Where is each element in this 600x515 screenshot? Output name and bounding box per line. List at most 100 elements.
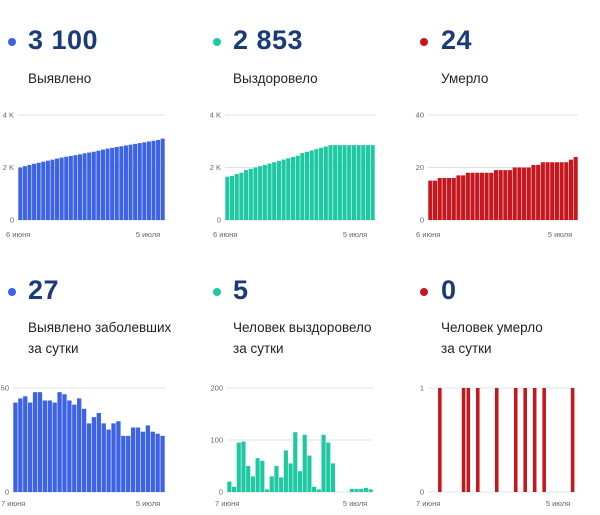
stat-label-line: Человек выздоровело <box>233 320 372 335</box>
bar <box>101 423 106 492</box>
bar <box>37 392 43 492</box>
series-dot-icon <box>213 288 221 296</box>
bar <box>72 404 77 492</box>
bar <box>87 152 92 220</box>
bar <box>550 162 555 220</box>
bar <box>570 388 575 492</box>
bar <box>542 388 546 492</box>
bar-chart: 0 20 40 6 июня 5 июля <box>416 111 578 239</box>
y-tick-label: 200 <box>210 384 223 393</box>
bar <box>250 476 255 492</box>
bar <box>461 388 466 492</box>
bar <box>461 175 466 220</box>
bar <box>297 471 303 492</box>
bar <box>466 388 471 492</box>
bar <box>342 145 347 220</box>
bar <box>559 162 564 220</box>
bar <box>288 463 293 492</box>
y-tick-label: 4 K <box>3 111 14 120</box>
x-tick-label-start: 6 июня <box>416 230 440 239</box>
bar <box>351 145 356 220</box>
bar <box>27 164 32 220</box>
bar <box>489 172 494 220</box>
bar <box>354 488 359 492</box>
bar <box>160 138 165 220</box>
bar <box>45 160 50 220</box>
bar <box>105 148 110 220</box>
x-tick-label-start: 7 июня <box>416 499 440 508</box>
bar <box>432 180 438 220</box>
bar <box>554 162 559 220</box>
bar <box>248 168 253 220</box>
bar <box>50 159 55 220</box>
bar <box>239 172 244 220</box>
bar <box>28 402 33 492</box>
bar <box>512 167 517 220</box>
bar <box>100 149 106 220</box>
bar <box>244 170 249 220</box>
bar <box>365 145 371 220</box>
bar <box>128 144 133 220</box>
bar <box>447 178 452 220</box>
y-tick-label: 0 <box>219 488 223 497</box>
panel-recovered-total: 2 853 Выздоровело 0 2 K 4 K 6 июня 5 июля <box>205 0 385 250</box>
bar <box>260 460 265 492</box>
bar <box>47 400 52 492</box>
bar <box>130 427 136 492</box>
bar <box>281 159 286 220</box>
bar <box>155 433 160 492</box>
stat-label-line: Выявлено заболевших <box>28 320 172 335</box>
bar <box>111 423 116 492</box>
y-tick-label: 0 <box>420 488 424 497</box>
y-tick-label: 50 <box>1 384 9 393</box>
bar <box>370 145 375 220</box>
y-tick-label: 20 <box>416 163 424 172</box>
bar <box>564 162 569 220</box>
bar-chart: 0 2 K 4 K 6 июня 5 июля <box>210 111 375 239</box>
bar <box>279 477 284 492</box>
bar <box>236 442 241 492</box>
y-tick-label: 0 <box>10 216 14 225</box>
stat-label-line: Умерло <box>441 71 489 86</box>
panel-recovered-daily: 5 Человек выздоровело за сутки 0 100 200 7 … <box>205 260 385 510</box>
bar <box>540 162 545 220</box>
x-tick-label-end: 5 июля <box>343 499 367 508</box>
bar <box>269 476 274 492</box>
bar-chart: 0 2 K 4 K 6 июня 5 июля <box>3 111 165 239</box>
bar <box>532 388 537 492</box>
bar <box>363 487 369 492</box>
bar <box>276 160 281 220</box>
bar <box>442 178 447 220</box>
stat-number: 5 <box>233 275 249 305</box>
bar <box>479 172 484 220</box>
bar <box>67 400 72 492</box>
bar <box>64 156 69 220</box>
bar <box>545 162 550 220</box>
y-tick-label: 0 <box>217 216 221 225</box>
bar <box>135 427 141 492</box>
bar <box>13 402 18 492</box>
stat-label-line: за сутки <box>441 341 492 356</box>
bar <box>160 435 165 492</box>
bar <box>522 167 527 220</box>
bar <box>262 164 267 220</box>
bar <box>225 176 230 220</box>
stat-label-line: за сутки <box>28 341 79 356</box>
bar <box>286 158 291 220</box>
x-tick-label-start: 7 июня <box>215 499 239 508</box>
stat-number: 24 <box>441 25 473 55</box>
bar <box>517 167 522 220</box>
y-tick-label: 0 <box>5 488 9 497</box>
stat-number: 0 <box>441 275 457 305</box>
bar <box>116 421 121 492</box>
bar <box>290 157 296 220</box>
series-dot-icon <box>213 38 221 46</box>
bar <box>234 174 239 220</box>
bar <box>73 155 78 220</box>
stat-number: 3 100 <box>28 25 99 55</box>
bar <box>227 481 232 492</box>
bar <box>77 398 82 492</box>
bar <box>536 164 541 220</box>
bar <box>142 142 147 220</box>
bar <box>32 163 37 220</box>
